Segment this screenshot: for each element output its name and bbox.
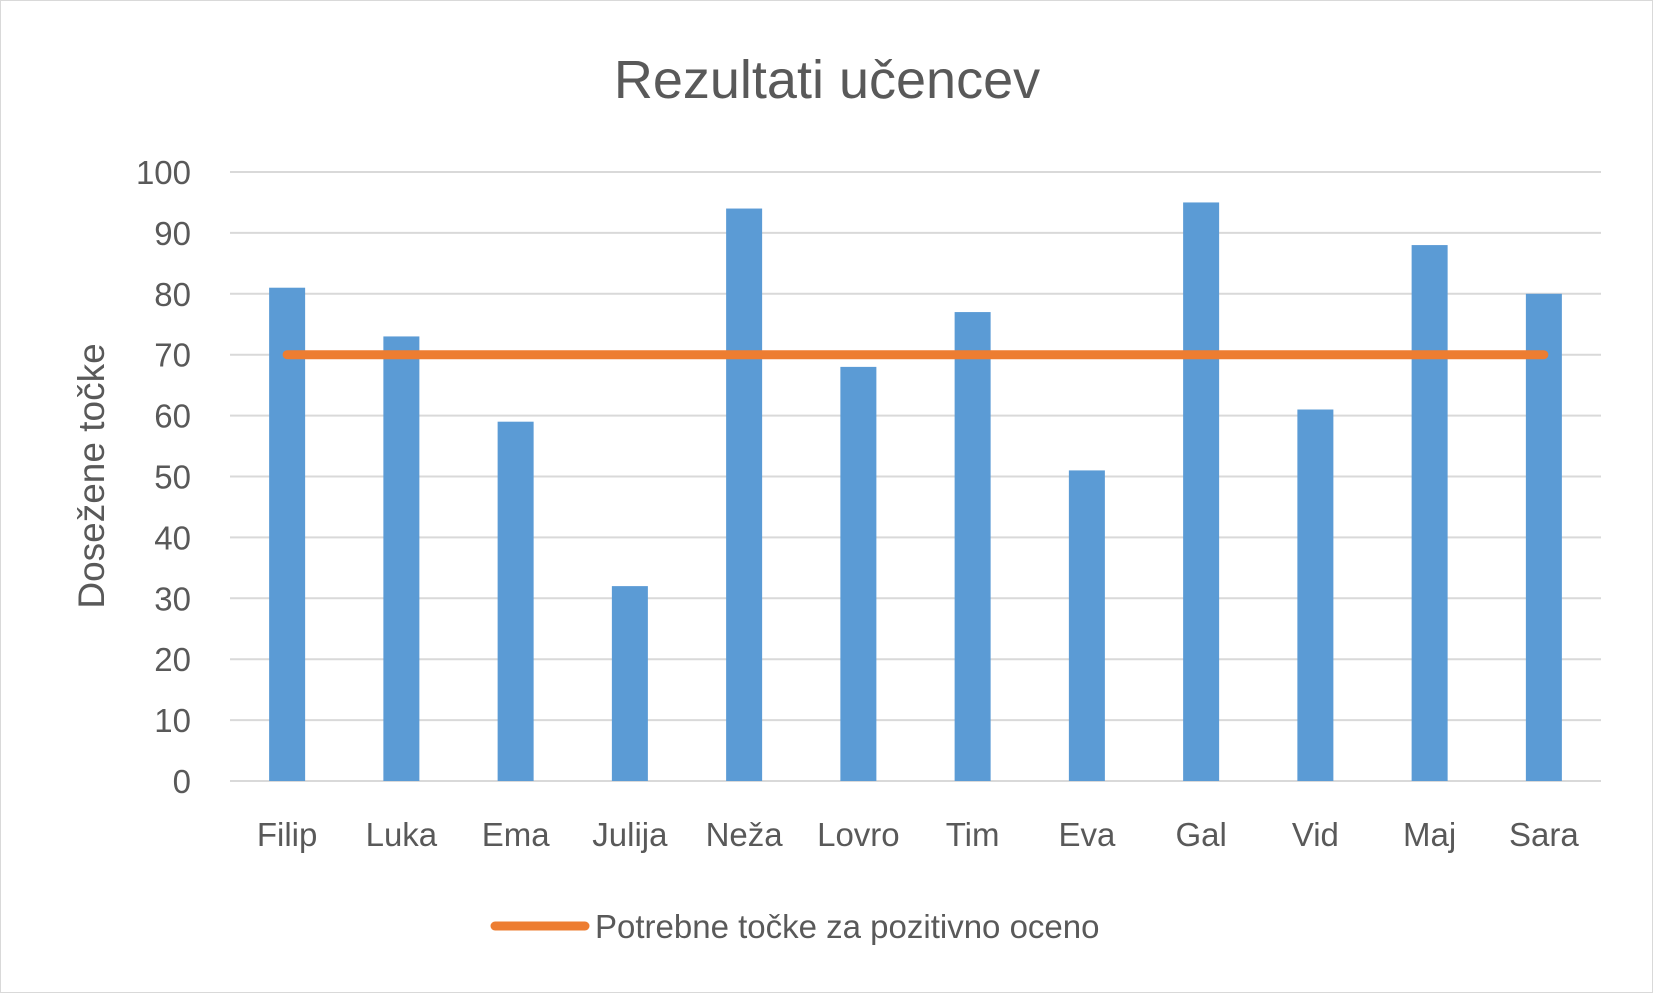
bar-eva <box>1068 470 1105 781</box>
chart-title: Rezultati učencev <box>614 50 1040 110</box>
bar-maj <box>1411 245 1448 781</box>
y-tick-label: 80 <box>154 276 191 313</box>
y-tick-label: 70 <box>154 337 191 374</box>
bar-tim <box>954 312 991 781</box>
legend: Potrebne točke za pozitivno oceno <box>490 908 1100 945</box>
x-tick-label: Luka <box>366 816 438 853</box>
x-tick-label: Lovro <box>817 816 900 853</box>
y-tick-label: 50 <box>154 459 191 496</box>
x-tick-label: Vid <box>1292 816 1339 853</box>
y-tick-label: 90 <box>154 215 191 252</box>
legend-label: Potrebne točke za pozitivno oceno <box>595 908 1100 945</box>
x-tick-label: Maj <box>1403 816 1456 853</box>
x-tick-label: Sara <box>1509 816 1579 853</box>
x-tick-label: Julija <box>592 816 668 853</box>
x-tick-label: Gal <box>1175 816 1226 853</box>
bar-lovro <box>840 366 877 781</box>
bar-julija <box>611 586 648 781</box>
y-tick-labels: 0 10 20 30 40 50 60 70 80 90 100 <box>136 154 191 800</box>
x-tick-label: Tim <box>946 816 1000 853</box>
x-tick-label: Neža <box>706 816 784 853</box>
bar-neža <box>726 208 763 782</box>
bar-gal <box>1183 202 1220 781</box>
x-tick-label: Ema <box>482 816 551 853</box>
bar-series <box>269 202 1562 782</box>
y-tick-label: 100 <box>136 154 191 191</box>
grid-lines <box>230 171 1601 782</box>
y-tick-label: 40 <box>154 519 191 556</box>
y-tick-label: 20 <box>154 641 191 678</box>
x-tick-label: Filip <box>257 816 318 853</box>
bar-filip <box>269 287 306 781</box>
x-tick-label: Eva <box>1058 816 1116 853</box>
y-axis-label: Dosežene točke <box>71 343 112 608</box>
bar-luka <box>383 336 420 781</box>
y-tick-label: 60 <box>154 398 191 435</box>
y-tick-label: 10 <box>154 702 191 739</box>
x-tick-labels: Filip Luka Ema Julija Neža Lovro Tim Eva Gal Vid M… <box>257 816 1580 853</box>
y-tick-label: 30 <box>154 580 191 617</box>
bar-vid <box>1297 409 1334 781</box>
bar-sara <box>1525 293 1562 781</box>
bar-ema <box>497 421 534 781</box>
y-tick-label: 0 <box>173 763 191 800</box>
